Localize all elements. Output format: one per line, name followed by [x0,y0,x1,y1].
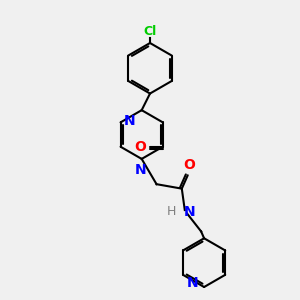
Text: Cl: Cl [143,25,157,38]
Text: N: N [124,114,136,128]
Text: H: H [167,205,176,218]
Text: O: O [135,140,146,154]
Text: O: O [183,158,195,172]
Text: N: N [183,205,195,218]
Text: N: N [187,276,198,290]
Text: N: N [134,164,146,177]
